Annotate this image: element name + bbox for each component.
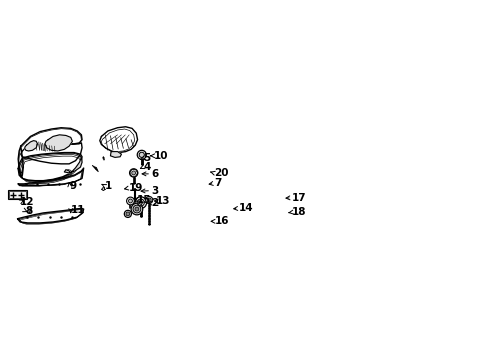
Text: 2: 2 (151, 198, 158, 208)
Circle shape (188, 217, 196, 225)
Text: 16: 16 (215, 216, 229, 226)
Text: 12: 12 (20, 197, 34, 207)
Circle shape (274, 208, 283, 217)
Text: 15: 15 (137, 195, 151, 205)
Text: 9: 9 (70, 181, 77, 192)
Circle shape (133, 205, 141, 213)
Circle shape (131, 203, 143, 215)
Polygon shape (45, 135, 73, 151)
Circle shape (272, 207, 285, 219)
Text: 10: 10 (154, 151, 168, 161)
Text: 20: 20 (214, 168, 228, 178)
Circle shape (146, 197, 153, 203)
Text: 7: 7 (214, 178, 222, 188)
Polygon shape (64, 157, 82, 173)
Text: 14: 14 (239, 203, 253, 213)
Text: 19: 19 (128, 183, 143, 193)
Circle shape (126, 197, 134, 205)
FancyBboxPatch shape (8, 190, 27, 199)
Circle shape (137, 150, 147, 159)
Ellipse shape (264, 193, 274, 203)
Ellipse shape (263, 195, 268, 201)
Circle shape (276, 210, 281, 216)
Circle shape (135, 207, 139, 211)
Polygon shape (24, 141, 38, 151)
Text: 13: 13 (156, 196, 170, 206)
Circle shape (128, 199, 132, 203)
Circle shape (139, 201, 143, 204)
Circle shape (102, 188, 105, 190)
Circle shape (135, 197, 147, 208)
Circle shape (189, 206, 195, 211)
Circle shape (198, 180, 205, 186)
Text: 17: 17 (292, 193, 306, 203)
Circle shape (137, 199, 145, 206)
Polygon shape (110, 152, 122, 157)
Circle shape (126, 212, 130, 216)
Text: 3: 3 (151, 186, 158, 195)
Text: 11: 11 (71, 205, 85, 215)
Circle shape (187, 204, 196, 213)
Circle shape (139, 152, 145, 157)
Text: 5: 5 (144, 153, 150, 163)
Circle shape (124, 210, 131, 217)
Text: 18: 18 (292, 207, 306, 217)
Ellipse shape (265, 191, 281, 204)
Text: 8: 8 (25, 206, 32, 216)
FancyBboxPatch shape (278, 191, 283, 195)
FancyBboxPatch shape (9, 191, 26, 198)
Circle shape (129, 169, 138, 177)
Text: 1: 1 (105, 181, 112, 191)
Text: 4: 4 (144, 162, 151, 172)
Text: 6: 6 (151, 169, 158, 179)
FancyBboxPatch shape (196, 206, 203, 212)
FancyBboxPatch shape (138, 203, 142, 205)
Circle shape (147, 198, 151, 202)
Circle shape (190, 219, 194, 224)
Circle shape (132, 171, 136, 175)
